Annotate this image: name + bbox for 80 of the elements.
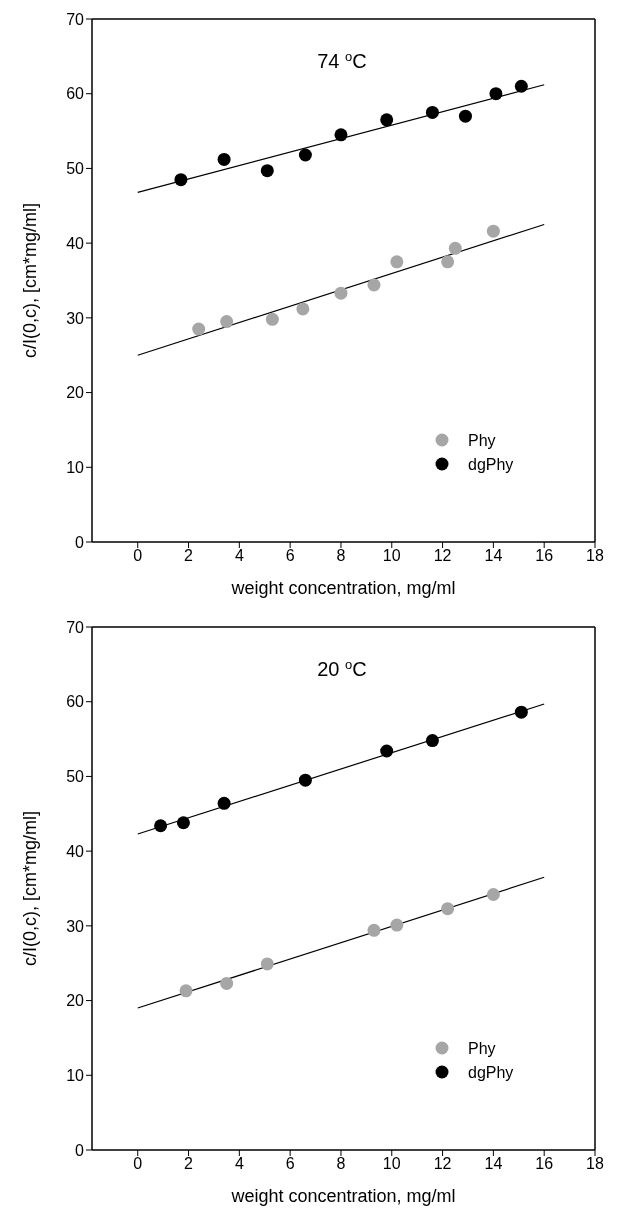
legend-label: dgPhy — [468, 1064, 514, 1081]
point — [192, 322, 206, 336]
point — [458, 109, 472, 123]
x-tick-label: 10 — [382, 547, 401, 565]
x-tick-label: 0 — [133, 1155, 143, 1173]
x-tick-label: 16 — [535, 1155, 554, 1173]
point — [390, 255, 404, 269]
point — [174, 173, 188, 187]
point — [298, 773, 312, 787]
x-tick-label: 4 — [234, 547, 244, 565]
point — [367, 923, 381, 937]
y-tick-label: 20 — [66, 992, 85, 1010]
point — [486, 224, 500, 238]
point — [217, 152, 231, 166]
y-tick-label: 30 — [66, 309, 85, 327]
x-tick-label: 2 — [184, 1155, 194, 1173]
x-tick-label: 2 — [184, 547, 194, 565]
y-tick-label: 70 — [66, 10, 85, 28]
y-tick-label: 40 — [66, 234, 85, 252]
y-tick-label: 0 — [75, 533, 85, 551]
x-tick-label: 6 — [285, 547, 295, 565]
point — [176, 816, 190, 830]
point — [260, 164, 274, 178]
point — [425, 734, 439, 748]
x-tick-label: 12 — [433, 1155, 452, 1173]
point — [260, 957, 274, 971]
y-axis-title: c/I(0,c), [cm*mg/ml] — [20, 810, 41, 967]
y-tick-label: 30 — [66, 917, 85, 935]
x-tick-label: 8 — [336, 1155, 346, 1173]
point — [296, 302, 310, 316]
x-axis-title: weight concentration, mg/ml — [230, 578, 456, 598]
legend-label: Phy — [468, 1040, 496, 1057]
point — [514, 705, 528, 719]
y-axis-title: c/I(0,c), [cm*mg/ml] — [20, 202, 41, 359]
x-tick-label: 14 — [484, 1155, 503, 1173]
point — [380, 744, 394, 758]
point — [154, 819, 168, 833]
x-tick-label: 16 — [535, 547, 554, 565]
point — [265, 312, 279, 326]
point — [390, 918, 404, 932]
y-tick-label: 50 — [66, 768, 85, 786]
x-tick-label: 10 — [382, 1155, 401, 1173]
point — [334, 128, 348, 142]
y-tick-label: 60 — [66, 85, 85, 103]
x-tick-label: 18 — [586, 547, 604, 565]
y-tick-label: 70 — [66, 618, 85, 636]
x-tick-label: 12 — [433, 547, 452, 565]
x-axis-title: weight concentration, mg/ml — [230, 1186, 456, 1206]
text: 20 $^{o}$C — [317, 656, 367, 680]
point — [367, 278, 381, 292]
y-tick-label: 50 — [66, 160, 85, 178]
point — [489, 87, 503, 101]
legend-label: dgPhy — [468, 456, 514, 473]
x-tick-label: 14 — [484, 547, 503, 565]
x-tick-label: 4 — [234, 1155, 244, 1173]
y-tick-label: 10 — [66, 1066, 85, 1084]
x-tick-label: 0 — [133, 547, 143, 565]
y-tick-label: 20 — [66, 384, 85, 402]
text: 74 $^{o}$C — [317, 48, 367, 72]
legend-label: Phy — [468, 432, 496, 449]
x-tick-label: 6 — [285, 1155, 295, 1173]
point — [217, 796, 231, 810]
x-tick-label: 18 — [586, 1155, 604, 1173]
point — [334, 286, 348, 300]
point — [486, 887, 500, 901]
point — [441, 902, 455, 916]
y-tick-label: 0 — [75, 1141, 85, 1159]
point — [298, 148, 312, 162]
point — [514, 79, 528, 93]
y-tick-label: 60 — [66, 693, 85, 711]
point — [448, 241, 462, 255]
y-tick-label: 10 — [66, 458, 85, 476]
x-tick-label: 8 — [336, 547, 346, 565]
point — [220, 976, 234, 990]
point — [220, 315, 234, 329]
point — [441, 255, 455, 269]
point — [179, 984, 193, 998]
y-tick-label: 40 — [66, 842, 85, 860]
point — [380, 113, 394, 127]
point — [425, 105, 439, 119]
